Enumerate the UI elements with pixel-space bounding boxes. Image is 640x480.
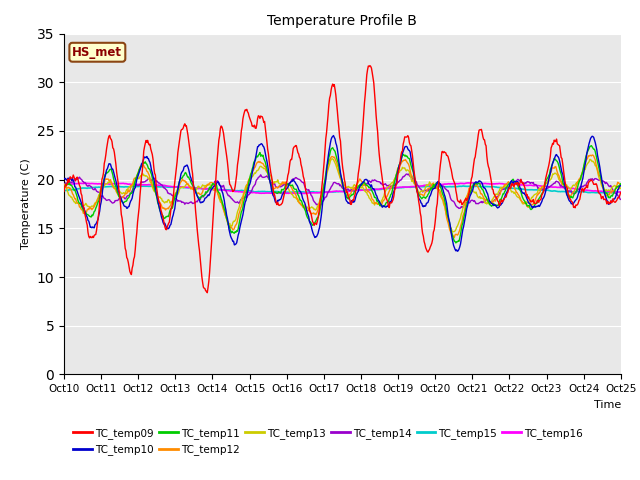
TC_temp13 bbox=[184, 181, 192, 187]
Line: TC_temp11: TC_temp11 bbox=[64, 145, 621, 243]
TC_temp09 bbox=[60, 188, 68, 194]
TC_temp12 bbox=[451, 235, 458, 240]
Line: TC_temp14: TC_temp14 bbox=[64, 174, 621, 208]
TC_temp10 bbox=[60, 176, 68, 181]
TC_temp13 bbox=[411, 181, 419, 187]
TC_temp14 bbox=[60, 181, 68, 187]
TC_temp10 bbox=[617, 183, 625, 189]
TC_temp16 bbox=[428, 182, 435, 188]
TC_temp15 bbox=[428, 183, 435, 189]
Line: TC_temp13: TC_temp13 bbox=[64, 159, 621, 232]
TC_temp14 bbox=[184, 201, 192, 206]
TC_temp14 bbox=[411, 178, 419, 184]
TC_temp15 bbox=[185, 185, 193, 191]
Line: TC_temp09: TC_temp09 bbox=[64, 66, 621, 293]
TC_temp12 bbox=[214, 189, 221, 195]
TC_temp16 bbox=[184, 185, 192, 191]
TC_temp09 bbox=[617, 190, 625, 195]
TC_temp12 bbox=[426, 186, 434, 192]
TC_temp09 bbox=[214, 146, 222, 152]
TC_temp16 bbox=[70, 181, 78, 187]
TC_temp12 bbox=[127, 182, 135, 188]
TC_temp11 bbox=[184, 174, 192, 180]
TC_temp16 bbox=[60, 181, 68, 187]
TC_temp16 bbox=[411, 184, 419, 190]
TC_temp14 bbox=[428, 185, 435, 191]
Legend: TC_temp09, TC_temp10, TC_temp11, TC_temp12, TC_temp13, TC_temp14, TC_temp15, TC_: TC_temp09, TC_temp10, TC_temp11, TC_temp… bbox=[69, 424, 588, 459]
TC_temp10 bbox=[454, 248, 461, 254]
TC_temp14 bbox=[127, 189, 135, 195]
TC_temp11 bbox=[452, 240, 460, 246]
TC_temp13 bbox=[428, 181, 435, 187]
TC_temp10 bbox=[428, 191, 435, 196]
TC_temp12 bbox=[410, 179, 418, 184]
TC_temp16 bbox=[468, 180, 476, 186]
TC_temp16 bbox=[214, 187, 221, 192]
TC_temp11 bbox=[410, 173, 418, 179]
Title: Temperature Profile B: Temperature Profile B bbox=[268, 14, 417, 28]
TC_temp12 bbox=[70, 194, 78, 200]
TC_temp11 bbox=[588, 143, 595, 148]
TC_temp13 bbox=[214, 189, 221, 195]
TC_temp09 bbox=[70, 174, 78, 180]
TC_temp09 bbox=[204, 290, 211, 296]
TC_temp11 bbox=[60, 185, 68, 191]
TC_temp10 bbox=[184, 164, 192, 170]
TC_temp11 bbox=[127, 191, 135, 196]
TC_temp14 bbox=[403, 171, 410, 177]
TC_temp13 bbox=[449, 229, 456, 235]
TC_temp12 bbox=[184, 181, 192, 187]
TC_temp15 bbox=[60, 188, 68, 193]
TC_temp12 bbox=[60, 186, 68, 192]
X-axis label: Time: Time bbox=[593, 400, 621, 409]
TC_temp10 bbox=[70, 180, 78, 185]
TC_temp13 bbox=[70, 199, 78, 205]
TC_temp13 bbox=[329, 156, 337, 162]
TC_temp10 bbox=[214, 180, 221, 185]
TC_temp13 bbox=[60, 181, 68, 187]
TC_temp10 bbox=[127, 197, 135, 203]
TC_temp15 bbox=[595, 190, 603, 196]
TC_temp15 bbox=[617, 189, 625, 195]
TC_temp16 bbox=[297, 191, 305, 196]
TC_temp14 bbox=[455, 205, 463, 211]
Text: HS_met: HS_met bbox=[72, 46, 122, 59]
TC_temp15 bbox=[214, 187, 222, 192]
TC_temp15 bbox=[70, 187, 78, 192]
TC_temp09 bbox=[366, 63, 374, 69]
TC_temp14 bbox=[70, 178, 78, 184]
TC_temp09 bbox=[184, 132, 192, 138]
TC_temp14 bbox=[214, 178, 221, 184]
TC_temp12 bbox=[617, 182, 625, 188]
TC_temp10 bbox=[411, 177, 419, 183]
Line: TC_temp15: TC_temp15 bbox=[64, 186, 621, 193]
TC_temp16 bbox=[127, 181, 135, 187]
Y-axis label: Temperature (C): Temperature (C) bbox=[21, 158, 31, 250]
TC_temp15 bbox=[411, 184, 419, 190]
Line: TC_temp10: TC_temp10 bbox=[64, 135, 621, 251]
TC_temp15 bbox=[148, 183, 156, 189]
TC_temp11 bbox=[426, 187, 434, 193]
TC_temp14 bbox=[617, 197, 625, 203]
TC_temp09 bbox=[412, 180, 419, 185]
TC_temp11 bbox=[70, 188, 78, 193]
TC_temp09 bbox=[127, 272, 135, 277]
TC_temp13 bbox=[617, 186, 625, 192]
TC_temp15 bbox=[127, 184, 135, 190]
TC_temp13 bbox=[127, 184, 135, 190]
Line: TC_temp16: TC_temp16 bbox=[64, 183, 621, 193]
TC_temp09 bbox=[428, 240, 436, 246]
TC_temp11 bbox=[617, 181, 625, 187]
TC_temp11 bbox=[214, 187, 221, 192]
TC_temp10 bbox=[330, 132, 337, 138]
TC_temp16 bbox=[617, 189, 625, 195]
TC_temp12 bbox=[588, 152, 596, 158]
Line: TC_temp12: TC_temp12 bbox=[64, 155, 621, 238]
